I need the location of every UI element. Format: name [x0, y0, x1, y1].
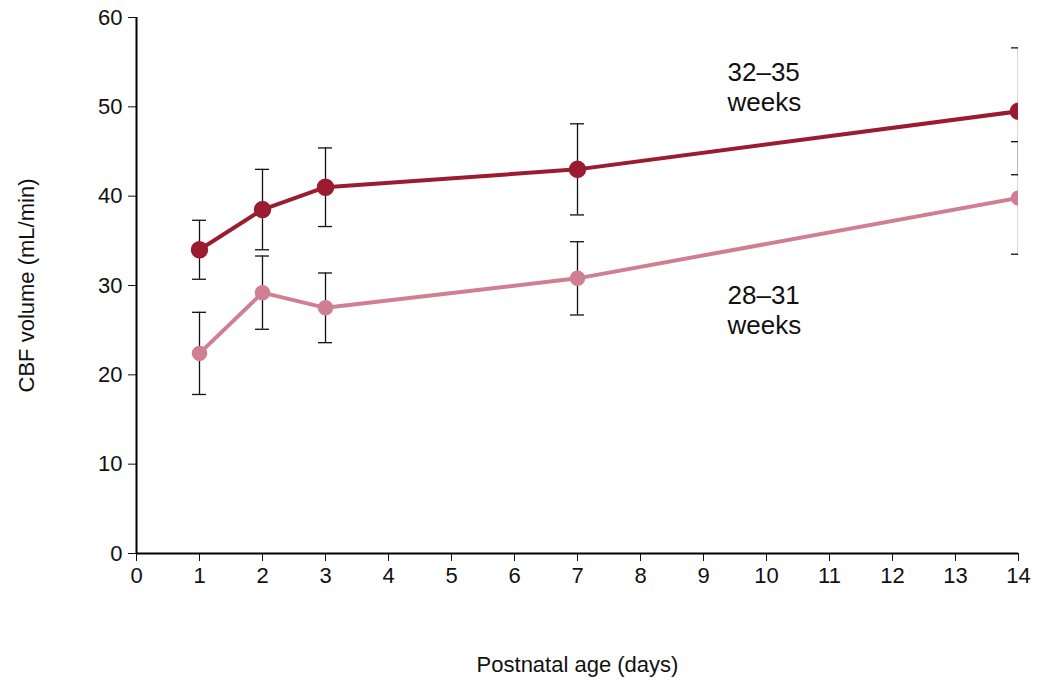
svg-text:6: 6 — [508, 563, 520, 588]
svg-text:10: 10 — [754, 563, 778, 588]
svg-text:12: 12 — [880, 563, 904, 588]
svg-text:30: 30 — [98, 273, 122, 298]
svg-text:0: 0 — [110, 541, 122, 566]
svg-text:13: 13 — [943, 563, 967, 588]
svg-text:10: 10 — [98, 451, 122, 476]
svg-text:32–35weeks: 32–35weeks — [727, 57, 802, 117]
svg-text:14: 14 — [1006, 563, 1030, 588]
svg-text:Postnatal age (days): Postnatal age (days) — [477, 652, 679, 677]
svg-text:20: 20 — [98, 362, 122, 387]
svg-text:7: 7 — [571, 563, 583, 588]
svg-text:50: 50 — [98, 94, 122, 119]
svg-text:CBF volume (mL/min): CBF volume (mL/min) — [14, 179, 39, 393]
svg-text:4: 4 — [382, 563, 394, 588]
svg-text:2: 2 — [256, 563, 268, 588]
svg-text:1: 1 — [193, 563, 205, 588]
svg-text:40: 40 — [98, 183, 122, 208]
svg-text:28–31weeks: 28–31weeks — [727, 280, 802, 340]
svg-text:5: 5 — [445, 563, 457, 588]
svg-text:60: 60 — [98, 5, 122, 30]
svg-text:0: 0 — [130, 563, 142, 588]
svg-text:8: 8 — [634, 563, 646, 588]
svg-text:3: 3 — [319, 563, 331, 588]
svg-text:11: 11 — [818, 563, 841, 588]
svg-text:9: 9 — [697, 563, 709, 588]
